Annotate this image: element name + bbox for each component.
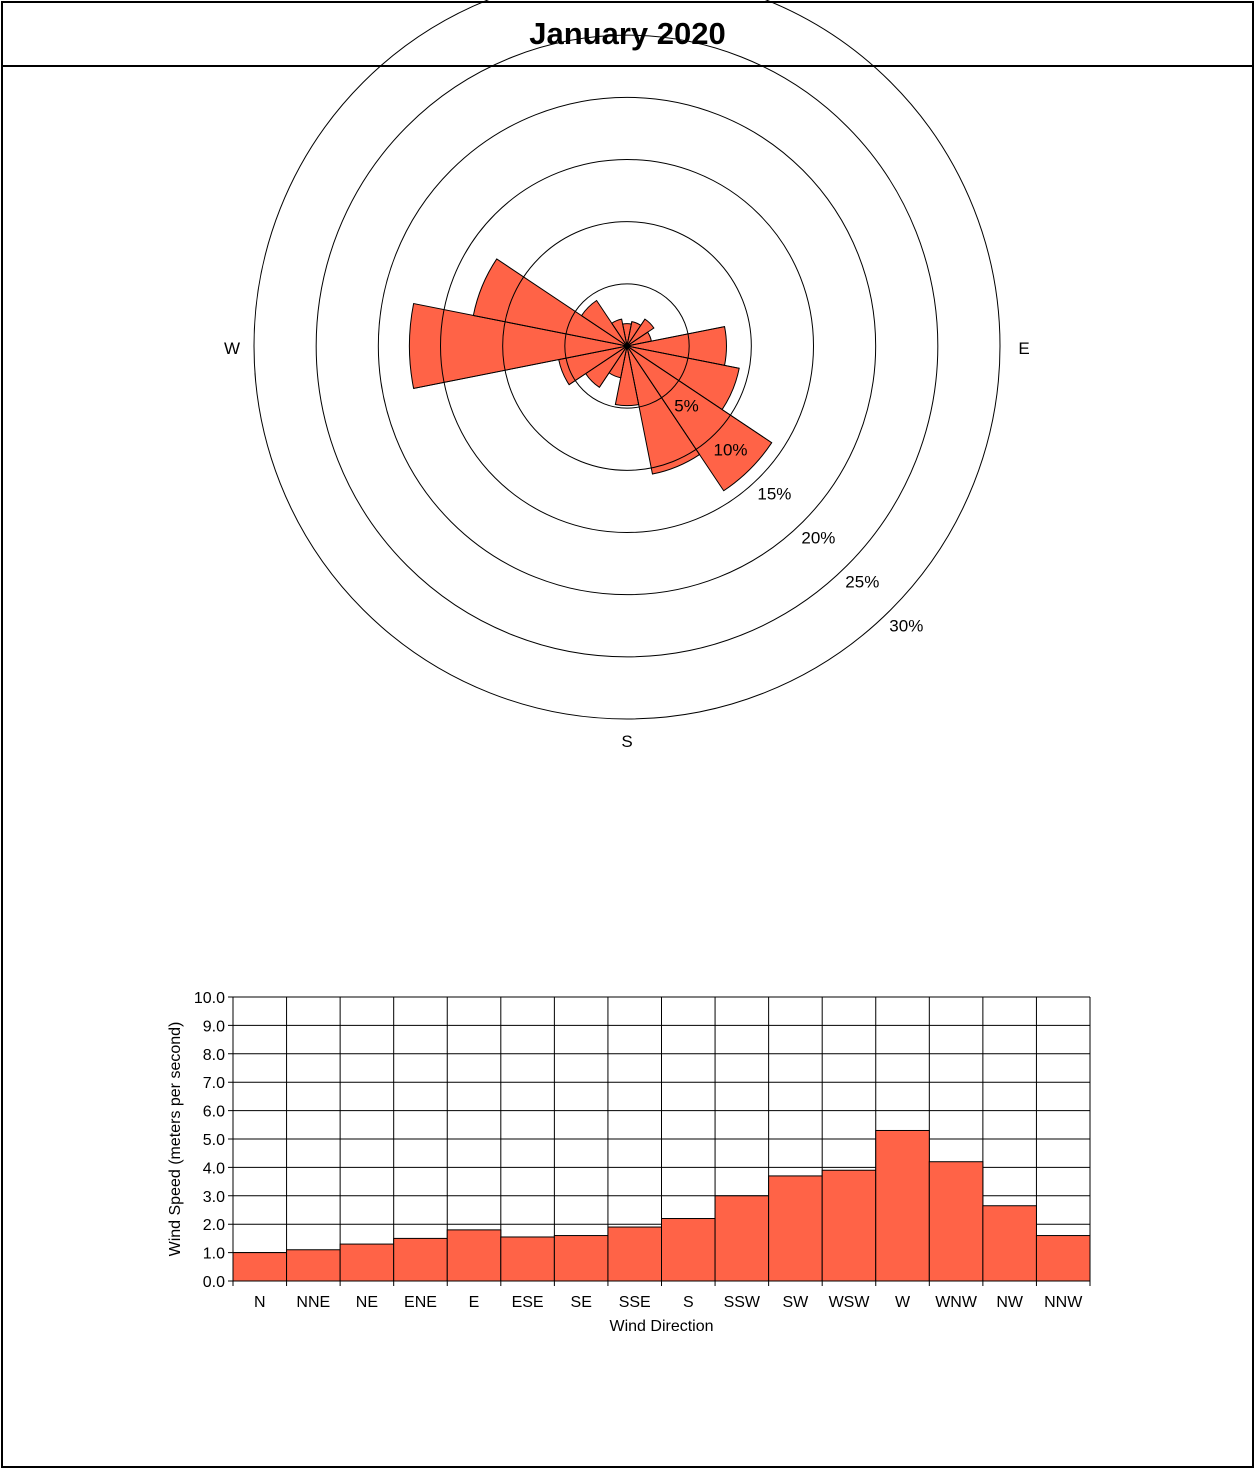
bar-nw [982, 1205, 1037, 1282]
rose-ring-15 [440, 159, 814, 533]
rose-spoke [626, 345, 700, 455]
bar-n [232, 1252, 288, 1282]
y-tick-label: 5.0 [203, 1132, 225, 1149]
bar-nne [286, 1249, 341, 1282]
rose-ring-10 [502, 221, 752, 471]
rose-petal-se [626, 345, 773, 492]
bar-ne [339, 1243, 395, 1282]
x-axis-title: Wind Direction [609, 1318, 713, 1335]
rose-ring-20 [377, 96, 877, 596]
wind-rose-rings [253, 0, 1001, 720]
bar-chart-bars [232, 1129, 1091, 1282]
y-tick-label: 1.0 [203, 1246, 225, 1263]
y-axis-title: Wind Speed (meters per second) [167, 1022, 184, 1257]
rose-spoke [626, 321, 633, 347]
bar-nnw [1035, 1235, 1091, 1282]
compass-label-south: S [621, 732, 632, 751]
x-tick-label: NNW [1044, 1294, 1083, 1311]
rose-spoke [413, 345, 628, 389]
bar-sse [607, 1226, 663, 1282]
compass-label-west: W [224, 339, 240, 358]
y-tick-label: 2.0 [203, 1217, 225, 1234]
x-tick-label: WSW [829, 1294, 871, 1311]
rose-spoke [626, 345, 740, 369]
bar-wnw [928, 1161, 984, 1282]
bar-ene [393, 1237, 448, 1282]
rose-spoke [626, 318, 646, 347]
rose-petal-wnw [472, 258, 628, 347]
y-tick-label: 9.0 [203, 1018, 225, 1035]
rose-ring-30 [253, 0, 1001, 720]
rose-ring-label: 25% [845, 572, 879, 591]
rose-spoke [626, 345, 772, 444]
wind-rose-petals [409, 258, 773, 492]
y-tick-label: 6.0 [203, 1104, 225, 1121]
y-tick-label: 0.0 [203, 1274, 225, 1291]
bar-s [661, 1218, 716, 1282]
rose-ring-label: 10% [713, 441, 747, 460]
x-tick-label: WNW [935, 1294, 978, 1311]
x-tick-label: W [895, 1294, 911, 1311]
bar-wsw [821, 1169, 877, 1282]
bar-sw [768, 1175, 823, 1282]
rose-spoke [568, 345, 628, 386]
page-title: January 2020 [529, 16, 726, 51]
wind-rose-axes [413, 315, 772, 455]
rose-spoke [581, 315, 628, 347]
bar-e [446, 1229, 502, 1282]
rose-ring-label: 5% [674, 397, 699, 416]
bar-se [553, 1235, 609, 1282]
y-tick-label: 10.0 [194, 990, 225, 1007]
bar-ese [500, 1236, 555, 1282]
bar-chart-labels: 0.0 1.0 2.0 3.0 4.0 5.0 6.0 7.0 8.0 9.0 10.0 N NNE NE… [167, 990, 1083, 1335]
x-tick-label: E [469, 1294, 480, 1311]
x-tick-label: NE [356, 1294, 378, 1311]
rose-petal-nw [580, 299, 628, 347]
y-tick-label: 8.0 [203, 1047, 225, 1064]
rose-spoke [626, 331, 648, 347]
rose-spoke [599, 345, 628, 388]
bar-ssw [714, 1195, 770, 1282]
x-tick-label: NNE [296, 1294, 330, 1311]
x-tick-label: N [254, 1294, 266, 1311]
x-tick-label: ESE [512, 1294, 544, 1311]
x-tick-label: S [683, 1294, 694, 1311]
x-tick-label: SE [571, 1294, 592, 1311]
y-tick-label: 3.0 [203, 1189, 225, 1206]
y-tick-label: 7.0 [203, 1075, 225, 1092]
x-tick-label: SSW [724, 1294, 761, 1311]
rose-ring-label: 15% [757, 484, 791, 503]
x-tick-label: NW [996, 1294, 1024, 1311]
rose-petal-nnw [611, 318, 628, 347]
rose-spoke [626, 345, 640, 405]
compass-label-east: E [1018, 339, 1029, 358]
rose-spoke [622, 323, 628, 347]
x-tick-label: SW [783, 1294, 810, 1311]
rose-center [624, 343, 630, 349]
rose-spoke [620, 345, 628, 378]
title-bar: January 2020 [3, 3, 1252, 67]
x-tick-label: ENE [404, 1294, 437, 1311]
rose-ring-label: 30% [889, 616, 923, 635]
y-tick-label: 4.0 [203, 1160, 225, 1177]
wind-rose-labels: NSWE5%10%15%20%25%30% [224, 339, 1030, 751]
bar-w [875, 1129, 930, 1282]
rose-spoke [626, 326, 725, 347]
x-tick-label: SSE [619, 1294, 651, 1311]
rose-spoke [473, 315, 628, 347]
rose-ring-25 [315, 34, 939, 658]
rose-ring-5 [564, 283, 690, 409]
rose-ring-label: 20% [801, 528, 835, 547]
rose-spoke [611, 323, 628, 347]
